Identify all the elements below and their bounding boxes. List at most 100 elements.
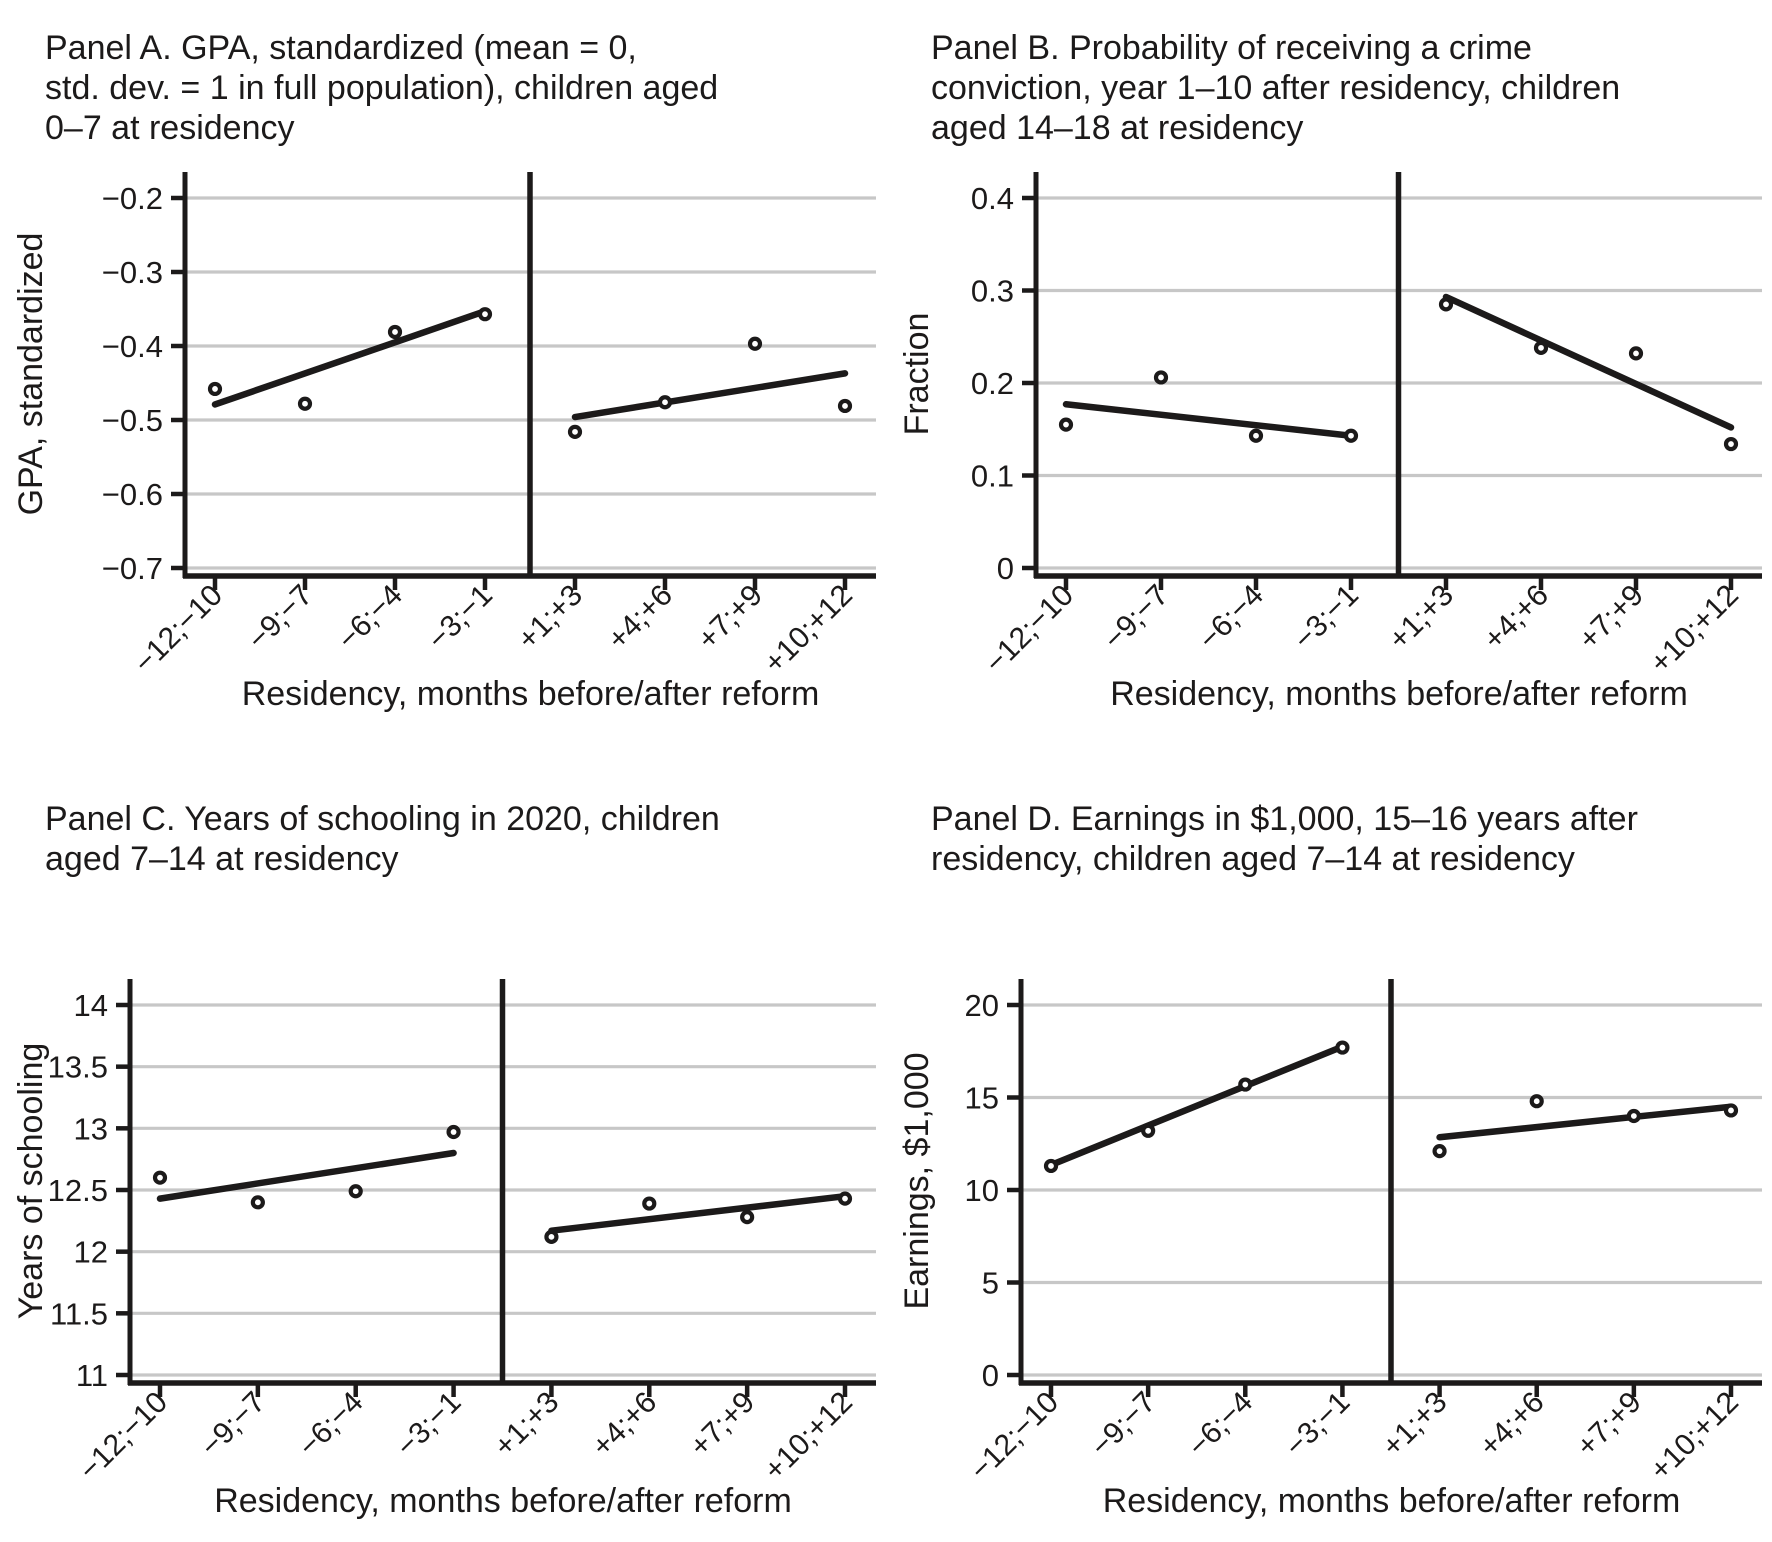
data-point-marker: [446, 1124, 461, 1140]
y-tick-label: −0.7: [102, 551, 163, 586]
x-tick-label: −12;−10: [128, 579, 229, 680]
x-tick-label: −6;−4: [1192, 579, 1270, 657]
fit-line-left: [1062, 401, 1355, 439]
x-axis-title: Residency, months before/after reform: [1103, 1482, 1681, 1520]
x-tick-label: +4;+6: [1477, 579, 1555, 657]
panel-c: Panel C. Years of schooling in 2020, chi…: [0, 771, 886, 1542]
panel-b: Panel B. Probability of receiving a crim…: [886, 0, 1772, 771]
panel-title-line: Panel A. GPA, standardized (mean = 0,: [45, 29, 637, 67]
panel-c-title: Panel C. Years of schooling in 2020, chi…: [45, 799, 866, 879]
data-point-marker: [740, 1210, 755, 1225]
y-axis-title: Earnings, $1,000: [898, 1052, 936, 1309]
x-tick-label: +1;+3: [1382, 579, 1460, 657]
x-tick-label: −6;−4: [1182, 1386, 1260, 1464]
fit-line-left: [1047, 1043, 1346, 1169]
x-tick-label: +1;+3: [511, 579, 589, 657]
y-axis-title: Fraction: [898, 313, 936, 436]
panel-a-plot: −0.2 −0.3 −0.4 −0.5 −0.6 −0.7−12;−10 −9;−7 −6;−…: [12, 172, 876, 713]
data-point-marker: [1343, 428, 1359, 443]
y-tick-label: 0.1: [971, 459, 1014, 494]
x-tick-label: +10;+12: [1644, 1386, 1745, 1487]
data-point-marker: [1248, 428, 1264, 443]
x-tick-label: +7;+9: [1572, 579, 1650, 657]
panel-d-plot: 20 15 10 5 0−12;−10 −9;−7 −6;−4 −3;−1 +1;+3 +4;+6…: [898, 979, 1762, 1520]
data-point-marker: [348, 1184, 363, 1199]
x-tick-label: −12;−10: [964, 1386, 1065, 1487]
x-tick-label: −3;−1: [421, 579, 499, 657]
data-point-marker: [1723, 436, 1739, 452]
panel-title-line: residency, children aged 7–14 at residen…: [931, 840, 1575, 878]
y-tick-label: 5: [982, 1266, 999, 1301]
fit-line-right: [571, 370, 849, 421]
x-tick-label: +7;+9: [1570, 1386, 1648, 1464]
data-point-marker: [1529, 1094, 1544, 1109]
y-tick-label: 0: [982, 1358, 999, 1393]
y-tick-label: 13.5: [48, 1050, 108, 1085]
y-tick-label: 0.3: [971, 274, 1014, 309]
panel-d: Panel D. Earnings in $1,000, 15–16 years…: [886, 771, 1772, 1542]
data-point-marker: [1058, 417, 1074, 432]
panel-title-line: conviction, year 1–10 after residency, c…: [931, 69, 1621, 107]
panel-b-plot: 0.4 0.3 0.2 0.1 0−12;−10 −9;−7 −6;−4 −3;−1 +1;+3…: [898, 172, 1762, 713]
y-tick-label: 13: [74, 1111, 108, 1146]
y-tick-label: 11: [76, 1358, 108, 1393]
y-tick-label: 14: [74, 988, 108, 1023]
data-point-marker: [1153, 370, 1169, 385]
fit-line-left: [156, 1149, 457, 1202]
panel-d-title: Panel D. Earnings in $1,000, 15–16 years…: [931, 799, 1752, 879]
data-point-marker: [207, 381, 223, 397]
data-point-marker: [250, 1195, 265, 1210]
x-tick-label: +7;+9: [683, 1386, 761, 1464]
x-tick-label: −12;−10: [979, 579, 1080, 680]
panel-c-plot: 14 13.5 13 12.5 12 11.5 11−12;−10 −9;−7 −6;−4 −3;…: [12, 979, 876, 1520]
x-tick-label: −9;−7: [194, 1386, 272, 1464]
data-point-marker: [747, 336, 763, 351]
data-point-marker: [657, 395, 673, 410]
x-tick-label: +4;+6: [601, 579, 679, 657]
x-tick-label: −12;−10: [73, 1386, 174, 1487]
x-tick-label: −3;−1: [1279, 1386, 1357, 1464]
y-tick-label: 15: [965, 1081, 999, 1116]
x-tick-label: −3;−1: [1287, 579, 1365, 657]
fit-line-right: [1436, 1103, 1735, 1141]
panel-b-title: Panel B. Probability of receiving a crim…: [931, 28, 1752, 148]
panel-title-line: aged 14–18 at residency: [931, 109, 1304, 147]
x-tick-label: −9;−7: [1097, 579, 1175, 657]
data-point-marker: [1723, 1103, 1739, 1118]
y-tick-label: 0.2: [971, 366, 1014, 401]
x-tick-label: +10;+12: [758, 1386, 859, 1487]
data-point-marker: [544, 1229, 559, 1244]
data-point-marker: [152, 1170, 168, 1185]
y-tick-label: −0.5: [102, 403, 163, 438]
data-point-marker: [387, 324, 403, 340]
fit-line-left: [211, 307, 489, 408]
x-tick-label: +4;+6: [1473, 1386, 1551, 1464]
data-point-marker: [1628, 346, 1644, 361]
x-tick-label: −9;−7: [241, 579, 319, 657]
x-tick-label: −9;−7: [1084, 1386, 1162, 1464]
data-point-marker: [1043, 1158, 1059, 1174]
fit-line-right: [548, 1192, 849, 1234]
data-point-marker: [837, 398, 853, 414]
y-tick-label: 12: [74, 1235, 108, 1270]
panel-title-line: std. dev. = 1 in full population), child…: [45, 69, 719, 107]
panel-title-line: Panel B. Probability of receiving a crim…: [931, 29, 1532, 67]
panel-title-line: aged 7–14 at residency: [45, 840, 399, 878]
panel-a-title: Panel A. GPA, standardized (mean = 0, st…: [45, 28, 866, 148]
data-point-marker: [1141, 1123, 1156, 1138]
data-point-marker: [567, 424, 583, 439]
y-tick-label: −0.2: [102, 181, 163, 216]
y-axis-title: GPA, standardized: [12, 233, 50, 516]
data-point-marker: [837, 1191, 853, 1206]
data-point-marker: [297, 396, 313, 411]
x-tick-label: +1;+3: [488, 1386, 566, 1464]
x-tick-label: +7;+9: [691, 579, 769, 657]
x-tick-label: +10;+12: [1644, 579, 1745, 680]
data-point-marker: [1335, 1040, 1350, 1055]
data-point-marker: [477, 307, 493, 322]
y-tick-label: −0.6: [102, 477, 163, 512]
x-tick-label: +4;+6: [586, 1386, 664, 1464]
y-tick-label: −0.3: [102, 255, 163, 290]
y-tick-label: 12.5: [48, 1173, 108, 1208]
